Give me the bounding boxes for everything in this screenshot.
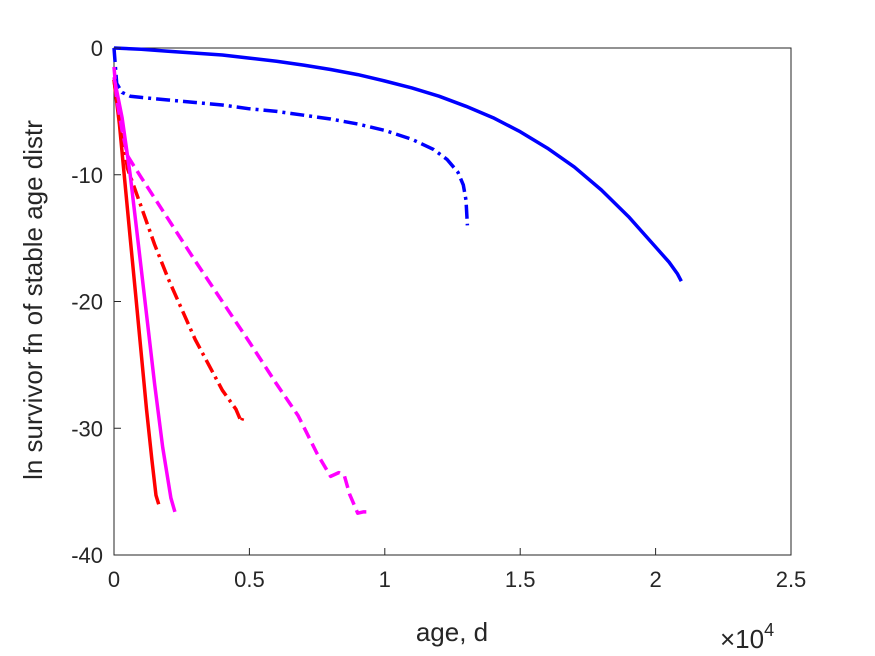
plot-area [113,47,792,556]
x-tick-label: 0 [108,567,120,592]
x-axis-label: age, d [416,617,488,647]
series-line-1 [113,46,683,283]
y-axis-ticks: -40 -30 -20 -10 0 [71,36,121,568]
y-axis-label: ln survivor fn of stable age distr [18,120,48,480]
y-tick-label: -20 [71,290,103,315]
x-tick-label: 1.5 [505,567,536,592]
x-axis-exponent: ×104 [720,620,774,654]
x-axis-ticks: 0 0.5 1 1.5 2 2.5 [108,548,806,592]
series-line-6 [112,66,372,515]
series-line-4 [112,79,245,424]
y-tick-label: 0 [91,36,103,61]
series-line-2 [112,47,470,226]
y-tick-label: -30 [71,416,103,441]
x-axis-exponent-power: 4 [764,620,774,640]
x-tick-label: 2.5 [776,567,807,592]
y-tick-label: -10 [71,163,103,188]
x-tick-label: 1 [379,567,391,592]
y-tick-label: -40 [71,543,103,568]
x-axis-exponent-base: ×10 [720,624,764,654]
series-layer [112,46,683,515]
x-tick-label: 2 [649,567,661,592]
series-line-3 [112,79,161,505]
x-tick-label: 0.5 [234,567,265,592]
series-line-5 [112,76,177,513]
